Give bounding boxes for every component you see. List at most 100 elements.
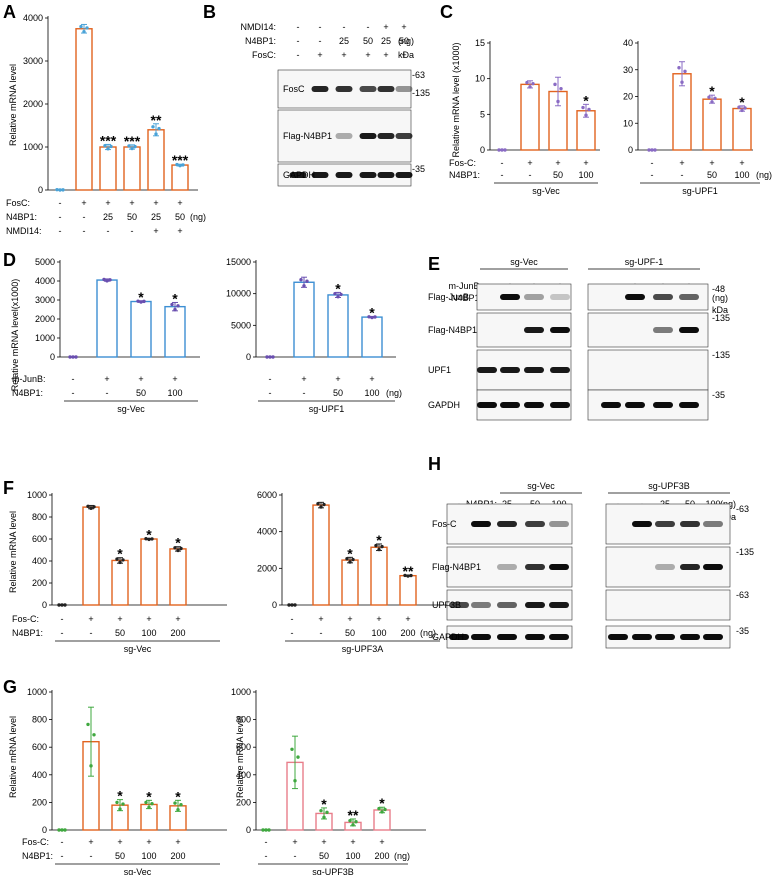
condition-cell: - (83, 212, 86, 222)
replicate-point (118, 807, 122, 811)
bar (140, 538, 158, 606)
bar (123, 146, 141, 191)
replicate-point (63, 603, 67, 607)
condition-row-label: N4BP1: (22, 851, 53, 861)
protein-band (359, 86, 377, 92)
condition-cell: - (72, 374, 75, 384)
condition-cell: 100 (364, 388, 379, 398)
protein-band (471, 602, 491, 608)
protein-band (679, 402, 699, 408)
condition-cell: + (292, 837, 297, 847)
condition-cell: + (146, 837, 151, 847)
bar (732, 107, 752, 151)
condition-cell: 100 (167, 388, 182, 398)
replicate-point (271, 355, 275, 359)
condition-cell: + (679, 158, 684, 168)
condition-cell: - (291, 628, 294, 638)
condition-cell: 100 (371, 628, 386, 638)
significance-stars: * (175, 535, 181, 551)
y-tick-label: 0 (272, 600, 277, 610)
bar (147, 129, 165, 191)
y-tick-label: 800 (236, 715, 251, 725)
y-tick-label: 400 (32, 556, 47, 566)
condition-cell: + (376, 614, 381, 624)
lane-condition: - (367, 22, 370, 32)
replicate-point (265, 355, 269, 359)
condition-cell: + (527, 158, 532, 168)
protein-band (524, 402, 544, 408)
protein-band (632, 634, 652, 640)
replicate-point (150, 801, 154, 806)
replicate-point (500, 148, 504, 152)
blot-row-unit: (ng) (712, 293, 728, 303)
condition-cell: 50 (319, 851, 329, 861)
protein-band (497, 564, 517, 570)
protein-band (471, 521, 491, 527)
blot-antibody-label: Flag-N4BP1 (283, 131, 332, 141)
replicate-point (115, 557, 119, 561)
y-tick-label: 1000 (35, 333, 55, 343)
condition-row-label: N4BP1: (449, 170, 480, 180)
blot-antibody-label: UPF3B (432, 600, 461, 610)
replicate-point (60, 603, 64, 607)
lane-condition: + (341, 50, 346, 60)
replicate-point (377, 547, 381, 552)
replicate-point (587, 107, 591, 112)
condition-cell: - (107, 226, 110, 236)
replicate-point (322, 502, 326, 507)
replicate-point (348, 818, 352, 823)
condition-cell: - (90, 851, 93, 861)
protein-band (653, 327, 673, 333)
replicate-point (293, 779, 297, 783)
protein-band (655, 521, 675, 527)
condition-cell: + (369, 374, 374, 384)
condition-cell: + (146, 614, 151, 624)
protein-band (449, 634, 469, 640)
protein-band (525, 634, 545, 640)
condition-row-label: FosC: (6, 198, 30, 208)
molecular-weight-marker: -63 (412, 70, 425, 80)
replicate-point (351, 823, 355, 827)
replicate-point (130, 146, 134, 151)
protein-band (679, 327, 699, 333)
replicate-point (351, 557, 355, 562)
condition-unit: (ng) (756, 170, 772, 180)
protein-band (500, 402, 520, 408)
replicate-point (354, 820, 358, 824)
replicate-point (139, 300, 143, 304)
panel-letter-b: B (203, 2, 216, 22)
condition-cell: + (405, 614, 410, 624)
y-tick-label: 0 (628, 145, 633, 155)
y-tick-label: 5 (480, 109, 485, 119)
protein-band (525, 521, 545, 527)
y-tick-label: 5000 (231, 320, 251, 330)
group-label: sg-Vec (124, 644, 152, 654)
replicate-point (293, 603, 297, 607)
replicate-point (677, 66, 681, 70)
replicate-point (264, 828, 268, 832)
condition-cell: 25 (151, 212, 161, 222)
molecular-weight-marker: -135 (712, 350, 730, 360)
significance-stars: * (117, 546, 123, 562)
significance-stars: * (117, 788, 123, 804)
protein-band (525, 602, 545, 608)
condition-cell: - (59, 226, 62, 236)
replicate-point (367, 315, 371, 319)
condition-cell: - (529, 170, 532, 180)
panel-d-chart-right: 0 5000 10000 15000 * * - + + + - - 50 100 (ng) sg-UPF1 (226, 257, 402, 414)
replicate-point (82, 30, 86, 34)
protein-band (625, 402, 645, 408)
y-tick-label: 200 (32, 578, 47, 588)
condition-cell: - (61, 837, 64, 847)
condition-cell: 50 (115, 851, 125, 861)
protein-band (679, 294, 699, 300)
condition-cell: - (320, 628, 323, 638)
replicate-point (121, 558, 125, 562)
condition-cell: - (681, 170, 684, 180)
replicate-point (74, 355, 78, 359)
protein-band (550, 402, 570, 408)
replicate-point (176, 808, 180, 812)
lane-condition: - (297, 50, 300, 60)
